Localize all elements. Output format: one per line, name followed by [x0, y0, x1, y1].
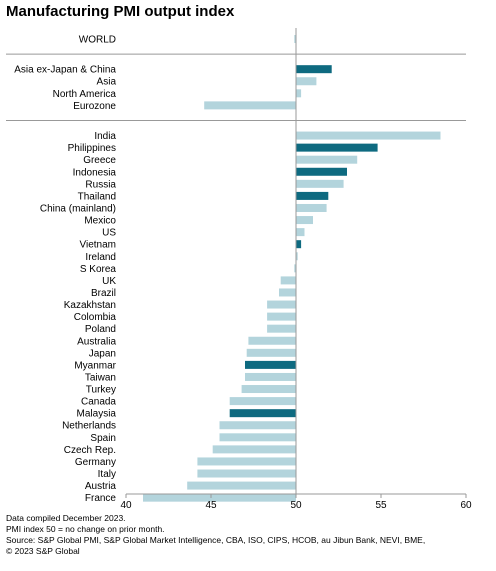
- category-label-kazakhstan: Kazakhstan: [64, 300, 116, 311]
- bar-greece: [296, 155, 358, 164]
- bar-colombia: [267, 312, 296, 321]
- bar-asia: [296, 77, 317, 86]
- category-label-asia: Asia: [97, 77, 117, 88]
- category-label-italy: Italy: [98, 469, 116, 480]
- bar-mexico: [296, 216, 313, 225]
- category-label-czech-rep: Czech Rep.: [64, 445, 116, 456]
- category-label-greece: Greece: [83, 155, 116, 166]
- category-label-mexico: Mexico: [84, 216, 116, 227]
- category-label-eurozone: Eurozone: [73, 101, 116, 112]
- bar-kazakhstan: [267, 300, 296, 309]
- category-label-world: WORLD: [79, 35, 116, 46]
- note-compiled: Data compiled December 2023.: [6, 513, 126, 523]
- category-label-canada: Canada: [81, 397, 116, 408]
- category-label-netherlands: Netherlands: [62, 421, 116, 432]
- bar-poland: [267, 324, 296, 333]
- bar-asia-ex-japan-china: [296, 65, 332, 74]
- chart-title: Manufacturing PMI output index: [6, 3, 235, 20]
- category-label-north-america: North America: [53, 89, 117, 100]
- bar-india: [296, 131, 441, 140]
- category-label-france: France: [85, 493, 117, 504]
- bar-indonesia: [296, 167, 347, 176]
- category-label-philippines: Philippines: [68, 143, 116, 154]
- bar-netherlands: [219, 421, 296, 430]
- category-label-colombia: Colombia: [74, 312, 117, 323]
- bar-taiwan: [245, 372, 296, 381]
- category-label-japan: Japan: [89, 348, 116, 359]
- bar-russia: [296, 179, 344, 188]
- footnotes: Data compiled December 2023. PMI index 5…: [6, 513, 425, 557]
- bar-china-mainland: [296, 203, 327, 212]
- category-label-us: US: [102, 228, 116, 239]
- bar-italy: [197, 469, 296, 478]
- bar-vietnam: [296, 240, 302, 249]
- x-tick-label-45: 45: [205, 500, 217, 511]
- bar-world: [294, 35, 296, 43]
- bar-canada: [229, 397, 296, 406]
- category-label-s-korea: S Korea: [80, 264, 117, 275]
- bar-us: [296, 228, 305, 237]
- category-label-malaysia: Malaysia: [77, 409, 117, 420]
- category-label-thailand: Thailand: [78, 191, 116, 202]
- note-pmi-definition: PMI index 50 = no change on prior month.: [6, 524, 165, 534]
- note-copyright: © 2023 S&P Global: [6, 546, 80, 556]
- x-tick-label-60: 60: [460, 500, 472, 511]
- x-tick-label-55: 55: [375, 500, 387, 511]
- bar-philippines: [296, 143, 378, 152]
- category-label-austria: Austria: [85, 481, 117, 492]
- bar-germany: [197, 457, 296, 466]
- bar-australia: [248, 336, 296, 345]
- bar-czech-rep: [212, 445, 296, 454]
- x-tick-label-50: 50: [290, 500, 302, 511]
- category-label-india: India: [94, 131, 116, 142]
- bar-japan: [246, 348, 296, 357]
- bar-myanmar: [245, 360, 296, 369]
- category-label-indonesia: Indonesia: [73, 167, 117, 178]
- bar-north-america: [296, 89, 302, 98]
- category-label-ireland: Ireland: [85, 252, 116, 263]
- bar-spain: [219, 433, 296, 442]
- category-label-myanmar: Myanmar: [74, 360, 116, 371]
- note-source: Source: S&P Global PMI, S&P Global Marke…: [6, 535, 426, 545]
- bar-ireland: [296, 252, 298, 261]
- bar-brazil: [279, 288, 296, 297]
- bar-france: [143, 493, 296, 502]
- category-label-turkey: Turkey: [86, 385, 116, 396]
- bar-malaysia: [229, 409, 296, 418]
- bar-eurozone: [204, 101, 296, 110]
- bar-uk: [280, 276, 296, 285]
- category-label-spain: Spain: [90, 433, 116, 444]
- x-tick-label-40: 40: [120, 500, 132, 511]
- category-label-australia: Australia: [77, 336, 116, 347]
- category-label-russia: Russia: [85, 179, 116, 190]
- category-label-asia-ex-japan-china: Asia ex-Japan & China: [14, 65, 116, 76]
- bar-s-korea: [294, 264, 296, 273]
- category-label-uk: UK: [102, 276, 116, 287]
- category-label-vietnam: Vietnam: [79, 240, 116, 251]
- category-label-brazil: Brazil: [91, 288, 116, 299]
- bar-turkey: [241, 385, 296, 394]
- category-label-taiwan: Taiwan: [85, 372, 116, 383]
- category-label-china-mainland: China (mainland): [40, 203, 116, 214]
- bar-thailand: [296, 191, 329, 200]
- bar-austria: [187, 481, 296, 490]
- category-label-poland: Poland: [85, 324, 116, 335]
- category-label-germany: Germany: [75, 457, 116, 468]
